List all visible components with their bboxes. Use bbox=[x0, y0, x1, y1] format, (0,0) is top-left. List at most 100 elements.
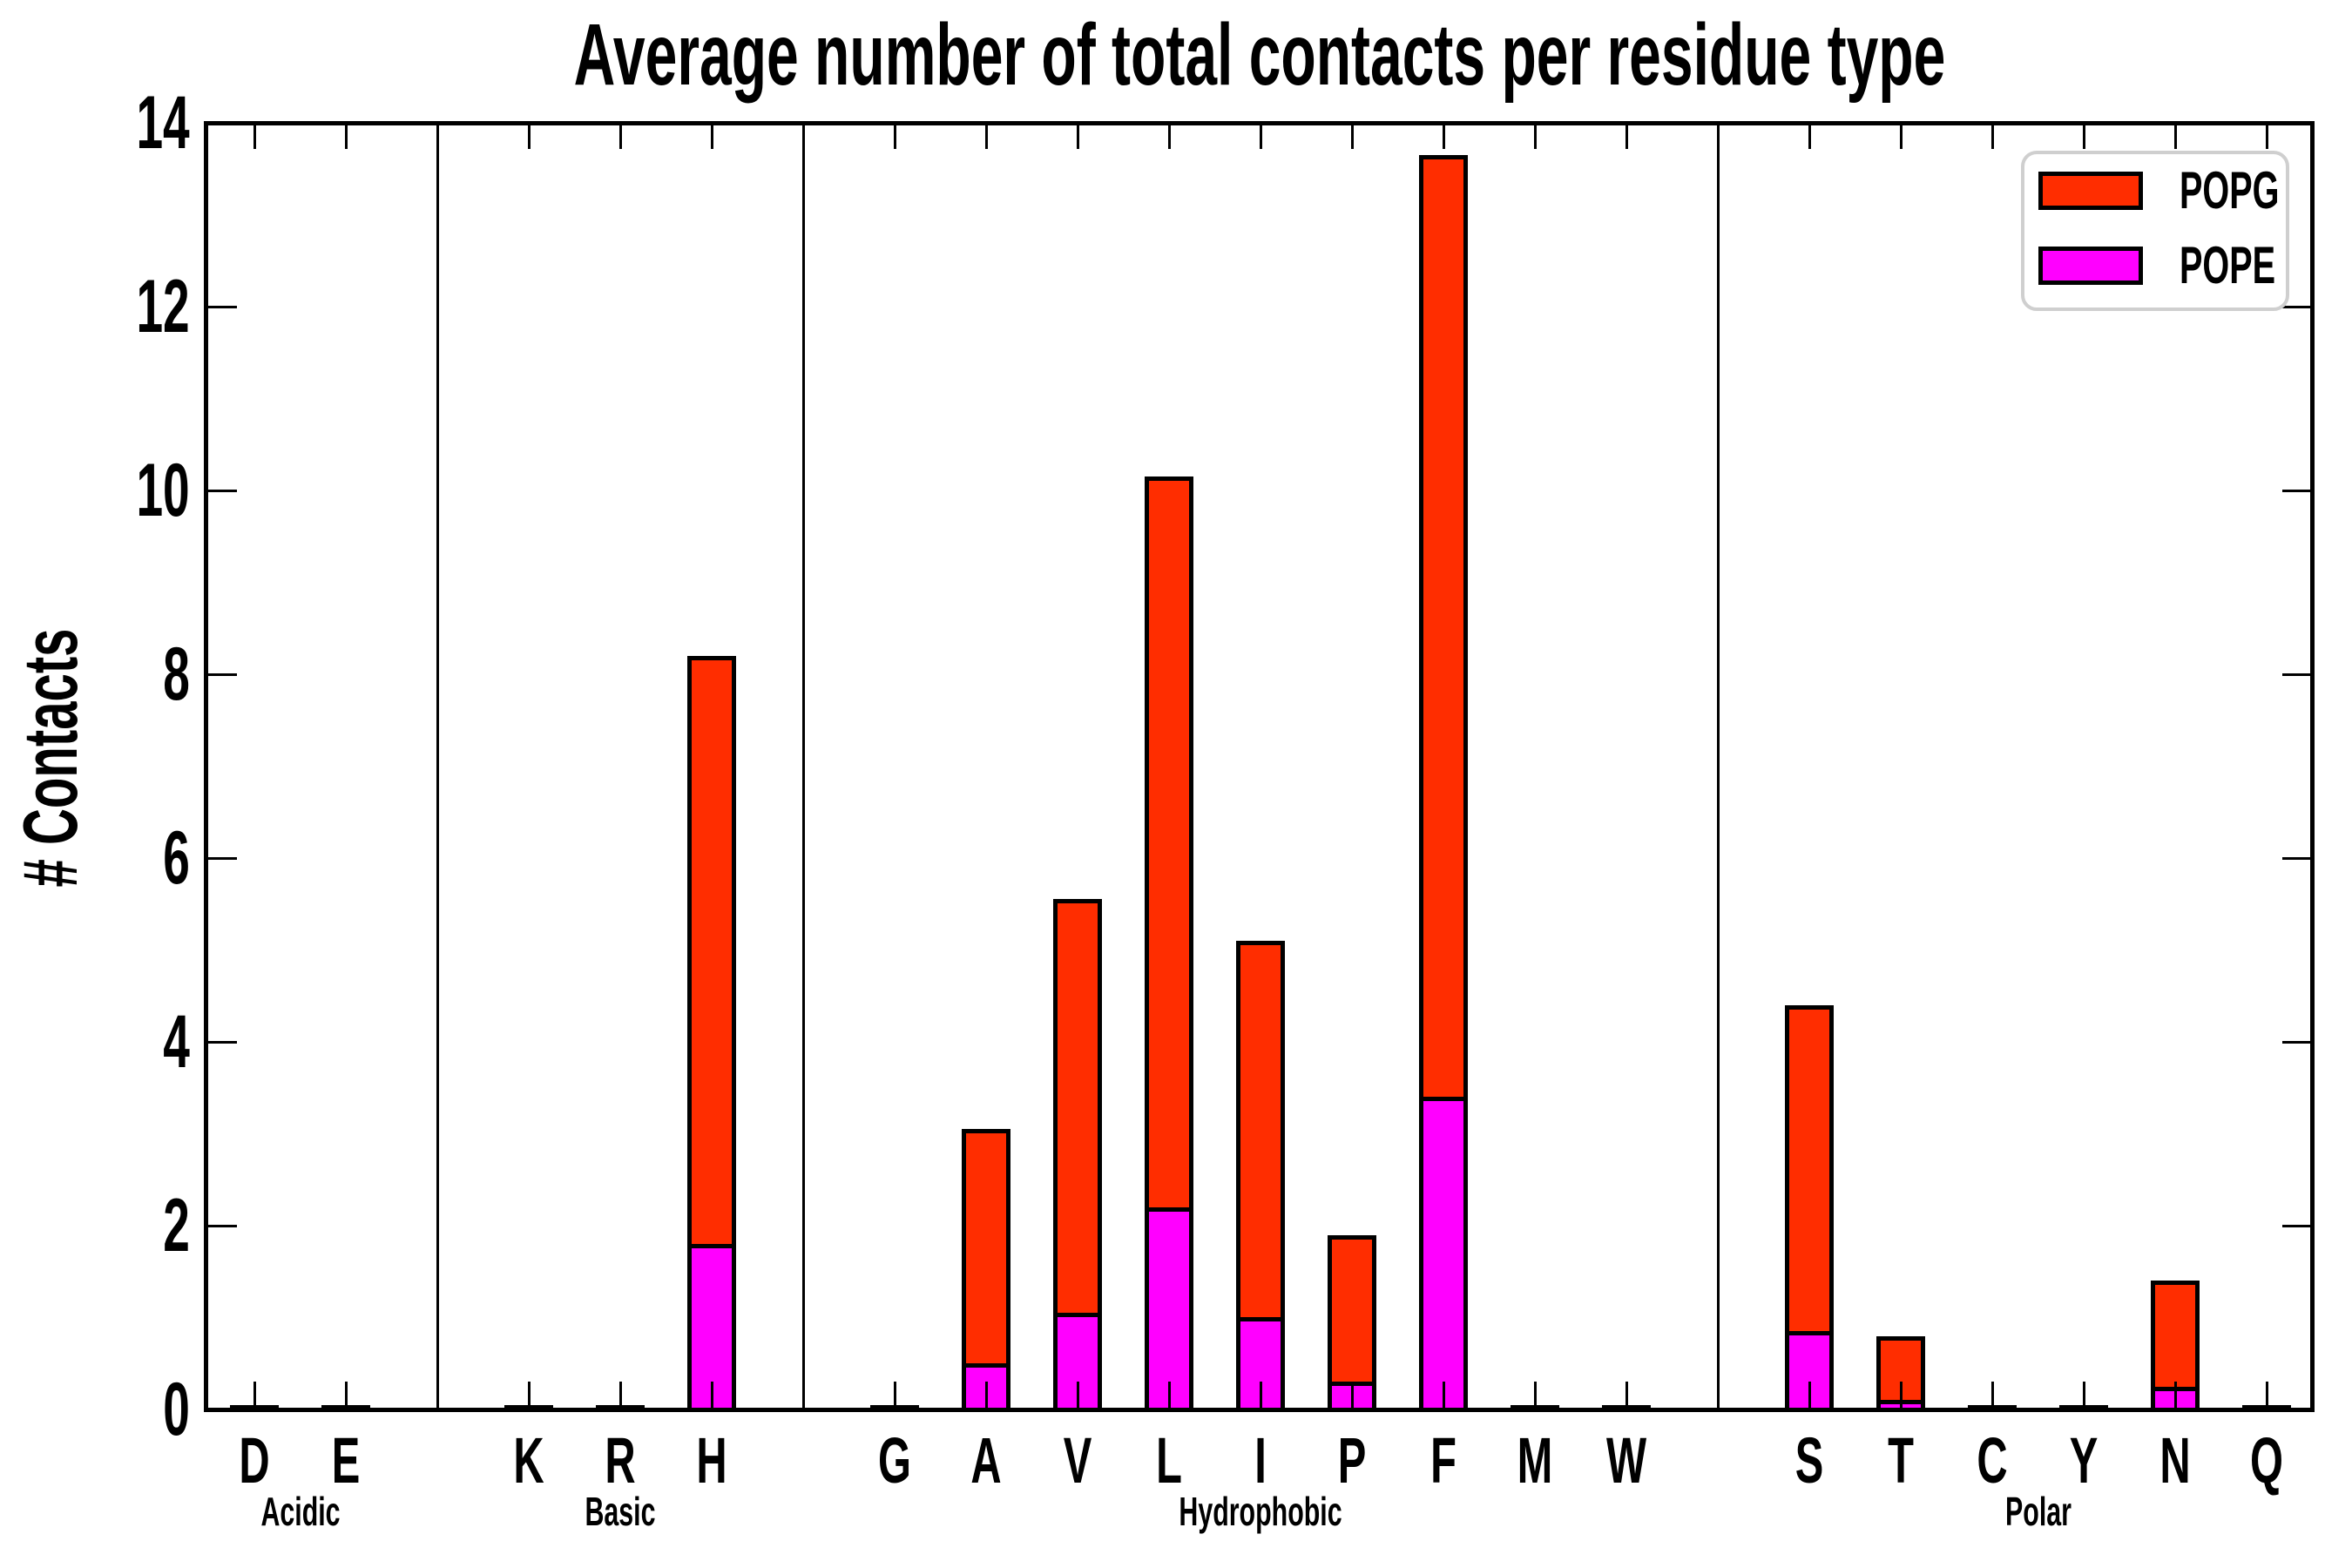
x-tick-label-text: C bbox=[1977, 1424, 2008, 1497]
y-tick-left-4 bbox=[208, 1040, 237, 1044]
x-tick-label-text: I bbox=[1254, 1424, 1267, 1497]
y-tick-label-8: 8 bbox=[16, 637, 190, 712]
x-tick-top-G bbox=[893, 125, 896, 149]
x-tick-K bbox=[527, 1382, 531, 1409]
x-tick-E bbox=[344, 1382, 348, 1409]
y-tick-label-0: 0 bbox=[16, 1372, 190, 1447]
x-tick-label-text: Q bbox=[2250, 1424, 2283, 1497]
x-tick-label-M: M bbox=[1508, 1429, 1562, 1493]
x-tick-label-text: W bbox=[1605, 1424, 1647, 1497]
x-tick-P bbox=[1350, 1382, 1354, 1409]
x-tick-label-P: P bbox=[1330, 1429, 1373, 1493]
x-tick-V bbox=[1076, 1382, 1079, 1409]
y-tick-label-10: 10 bbox=[16, 453, 190, 528]
legend-label-POPE: POPE bbox=[2180, 240, 2325, 292]
x-tick-top-P bbox=[1350, 125, 1354, 149]
y-tick-right-6 bbox=[2282, 856, 2311, 860]
group-label-acidic: Acidic bbox=[240, 1491, 360, 1531]
y-tick-right-10 bbox=[2282, 489, 2311, 492]
x-tick-label-Y: Y bbox=[2062, 1429, 2105, 1493]
x-tick-top-L bbox=[1167, 125, 1171, 149]
y-tick-left-10 bbox=[208, 489, 237, 492]
x-tick-top-Y bbox=[2082, 125, 2085, 149]
bar-H-POPG bbox=[687, 655, 736, 1409]
x-tick-Y bbox=[2082, 1382, 2085, 1409]
x-tick-label-A: A bbox=[963, 1429, 1009, 1493]
x-tick-H bbox=[710, 1382, 713, 1409]
group-separator bbox=[436, 124, 439, 1409]
x-tick-top-H bbox=[710, 125, 713, 149]
x-tick-label-I: I bbox=[1252, 1429, 1270, 1493]
x-tick-I bbox=[1259, 1382, 1262, 1409]
group-label-basic: Basic bbox=[567, 1491, 674, 1531]
x-tick-top-C bbox=[1990, 125, 1994, 149]
x-tick-label-D: D bbox=[231, 1429, 277, 1493]
bar-A-POPG bbox=[962, 1129, 1010, 1409]
x-tick-Q bbox=[2265, 1382, 2268, 1409]
bar-F-POPE bbox=[1419, 1097, 1468, 1409]
legend-label-POPG: POPG bbox=[2180, 165, 2330, 217]
y-tick-left-6 bbox=[208, 856, 237, 860]
x-tick-label-text: V bbox=[1063, 1424, 1092, 1497]
x-tick-top-A bbox=[984, 125, 988, 149]
x-tick-C bbox=[1990, 1382, 1994, 1409]
x-tick-top-K bbox=[527, 125, 531, 149]
y-tick-right-4 bbox=[2282, 1040, 2311, 1044]
group-label-hydrophobic: Hydrophobic bbox=[1137, 1491, 1384, 1531]
legend-label-text: POPE bbox=[2180, 236, 2276, 294]
x-tick-D bbox=[253, 1382, 256, 1409]
x-tick-top-T bbox=[1899, 125, 1903, 149]
y-tick-label-4: 4 bbox=[16, 1004, 190, 1079]
x-tick-W bbox=[1625, 1382, 1628, 1409]
y-tick-label-14: 14 bbox=[16, 85, 190, 160]
x-tick-label-G: G bbox=[869, 1429, 920, 1493]
x-tick-label-text: N bbox=[2159, 1424, 2191, 1497]
group-label-text: Polar bbox=[2004, 1489, 2072, 1534]
y-tick-label-text: 8 bbox=[163, 632, 190, 716]
x-tick-label-text: K bbox=[513, 1424, 544, 1497]
x-tick-label-C: C bbox=[1969, 1429, 2015, 1493]
x-tick-label-text: T bbox=[1888, 1424, 1914, 1497]
x-tick-label-text: P bbox=[1337, 1424, 1367, 1497]
y-tick-right-2 bbox=[2282, 1224, 2311, 1227]
x-tick-label-text: F bbox=[1430, 1424, 1456, 1497]
x-tick-label-L: L bbox=[1149, 1429, 1188, 1493]
y-tick-left-8 bbox=[208, 672, 237, 676]
x-tick-R bbox=[618, 1382, 622, 1409]
y-tick-label-text: 0 bbox=[163, 1368, 190, 1451]
y-tick-label-text: 14 bbox=[136, 81, 190, 165]
x-tick-label-text: M bbox=[1517, 1424, 1553, 1497]
y-tick-left-12 bbox=[208, 305, 237, 308]
bar-L-POPG bbox=[1145, 476, 1193, 1409]
y-tick-label-text: 6 bbox=[163, 816, 190, 900]
x-tick-label-E: E bbox=[324, 1429, 367, 1493]
y-tick-right-8 bbox=[2282, 672, 2311, 676]
x-tick-T bbox=[1899, 1382, 1903, 1409]
x-tick-top-N bbox=[2173, 125, 2177, 149]
x-tick-top-Q bbox=[2265, 125, 2268, 149]
y-tick-left-2 bbox=[208, 1224, 237, 1227]
bar-V-POPG bbox=[1053, 899, 1102, 1409]
bar-L-POPE bbox=[1145, 1206, 1193, 1409]
x-tick-label-V: V bbox=[1056, 1429, 1098, 1493]
group-label-text: Hydrophobic bbox=[1179, 1489, 1342, 1534]
group-label-text: Basic bbox=[585, 1489, 656, 1534]
y-tick-label-text: 10 bbox=[136, 449, 190, 532]
x-tick-label-text: Y bbox=[2069, 1424, 2099, 1497]
x-tick-S bbox=[1808, 1382, 1811, 1409]
x-tick-label-T: T bbox=[1881, 1429, 1920, 1493]
x-tick-top-W bbox=[1625, 125, 1628, 149]
x-tick-label-K: K bbox=[505, 1429, 551, 1493]
group-label-text: Acidic bbox=[260, 1489, 341, 1534]
y-tick-label-text: 4 bbox=[163, 1000, 190, 1084]
x-tick-top-R bbox=[618, 125, 622, 149]
x-tick-M bbox=[1533, 1382, 1537, 1409]
chart-title-text: Average number of total contacts per res… bbox=[573, 6, 1946, 104]
y-tick-label-text: 12 bbox=[136, 265, 190, 348]
x-tick-label-text: E bbox=[331, 1424, 361, 1497]
group-separator bbox=[801, 124, 805, 1409]
x-tick-F bbox=[1442, 1382, 1445, 1409]
x-tick-label-text: D bbox=[239, 1424, 270, 1497]
x-tick-top-I bbox=[1259, 125, 1262, 149]
